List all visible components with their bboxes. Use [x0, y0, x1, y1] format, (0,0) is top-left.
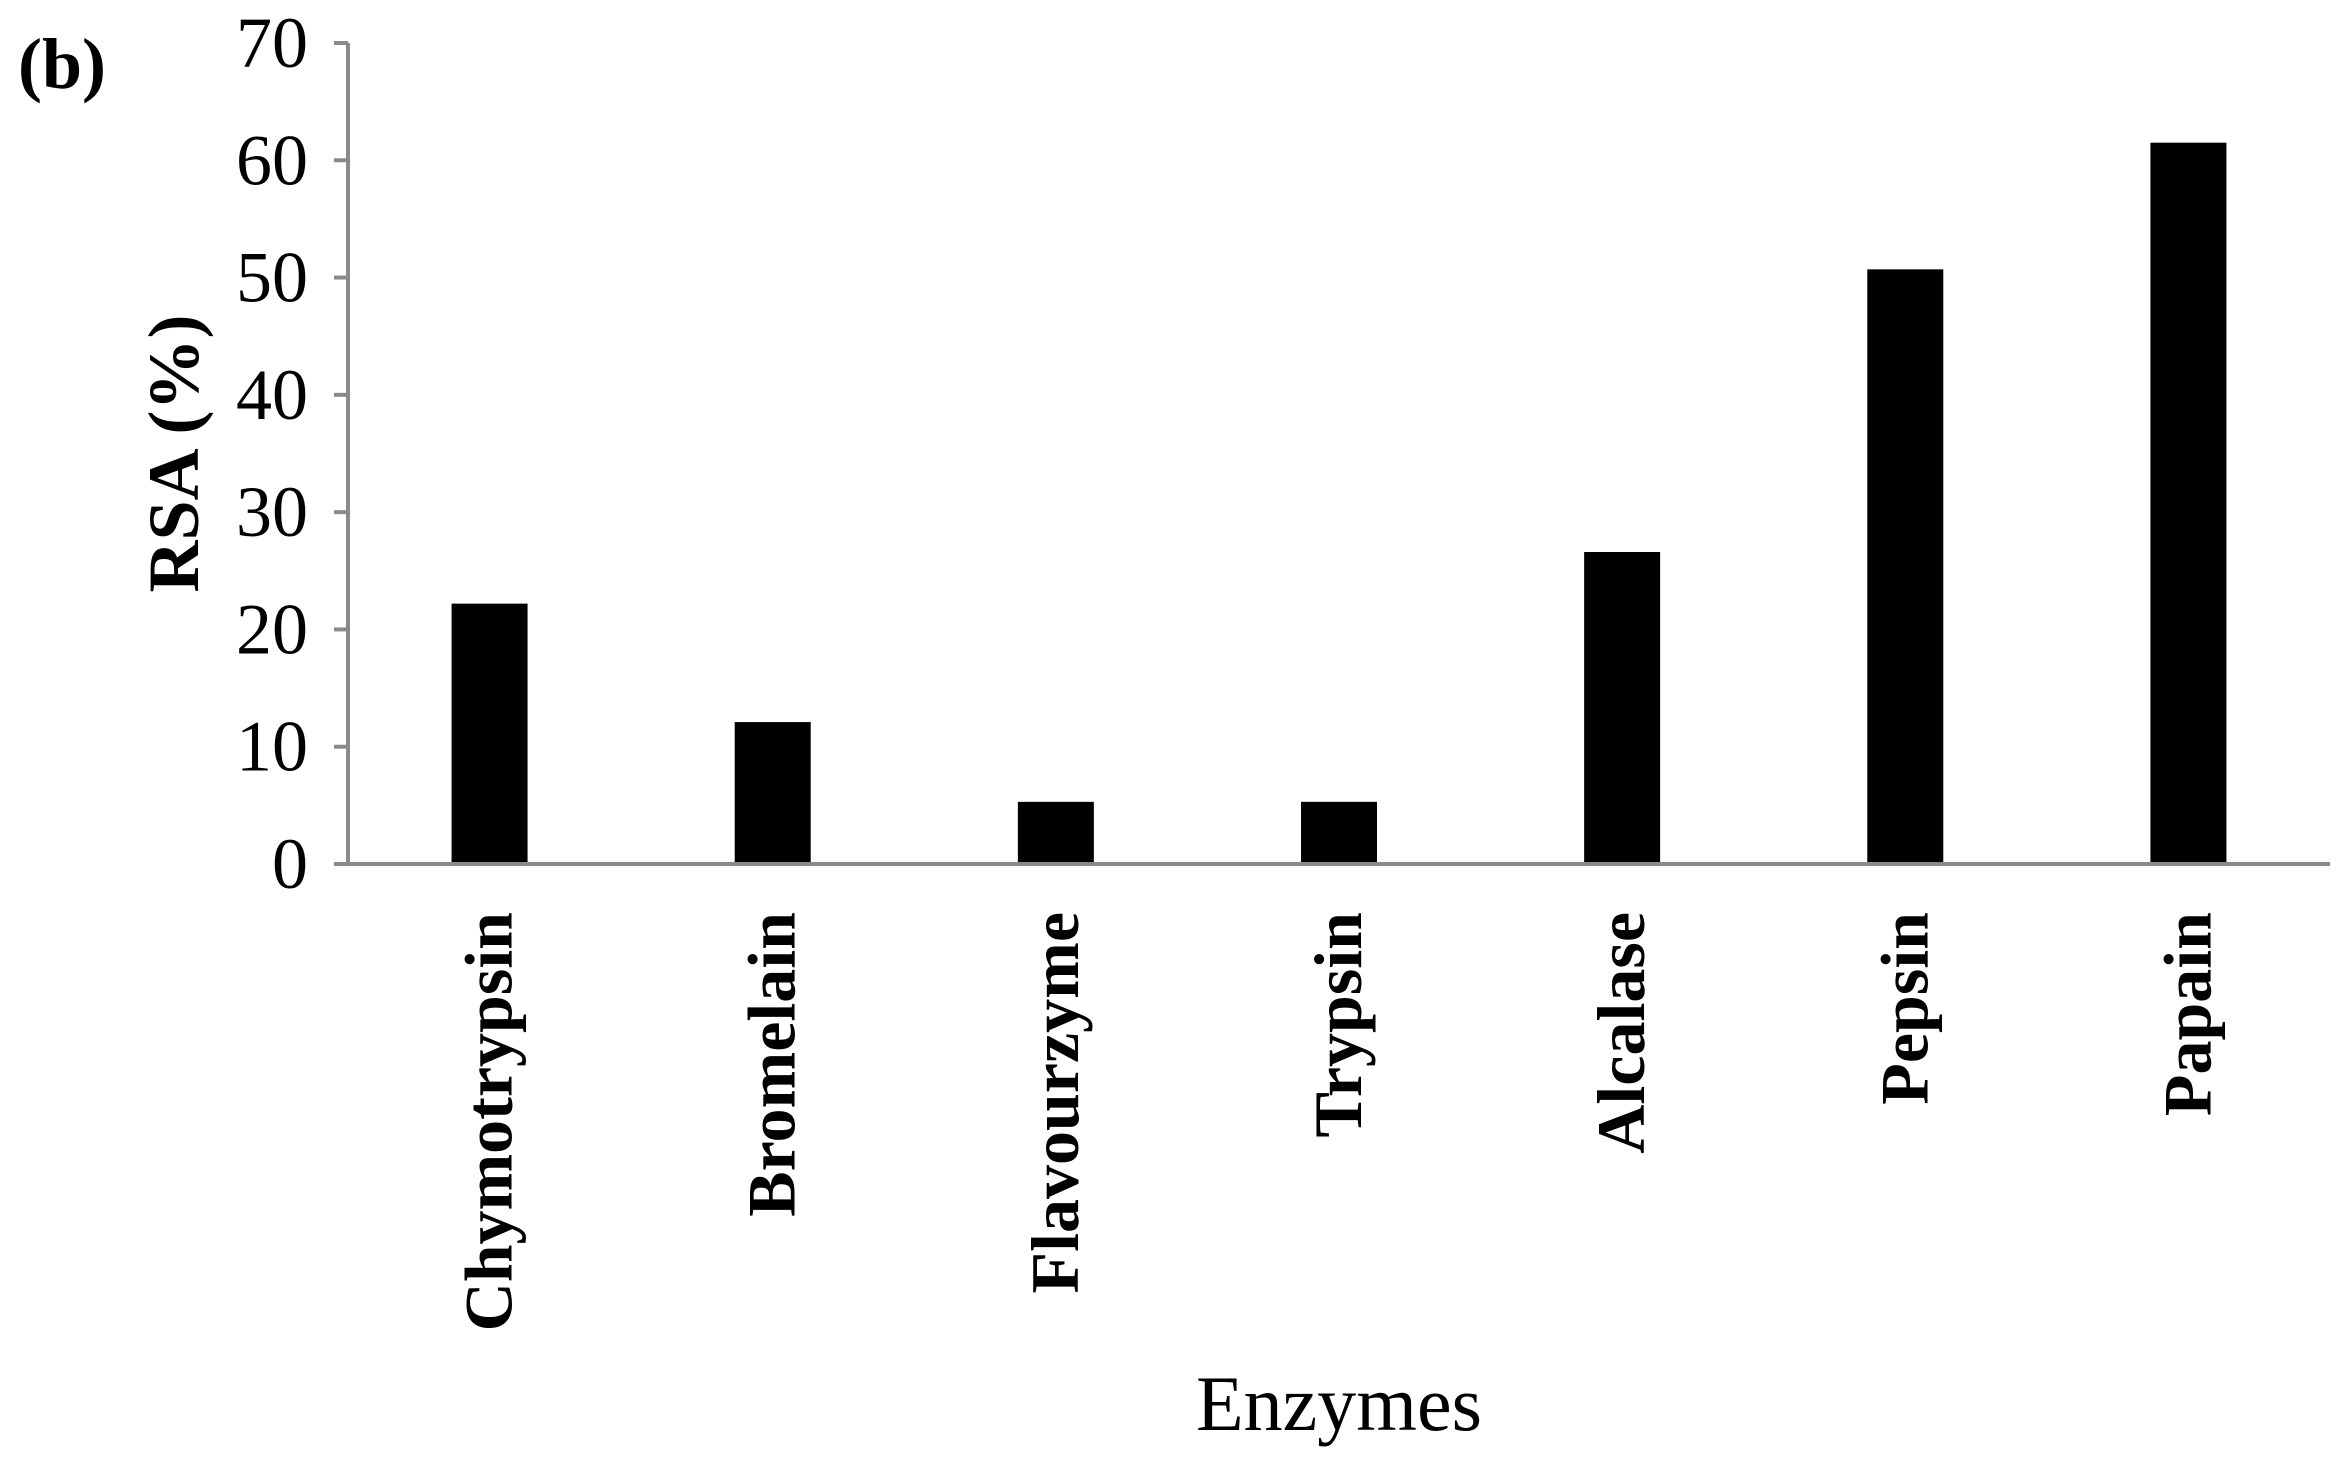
y-axis-title: RSA (%) — [134, 314, 214, 592]
y-tick-label: 40 — [236, 355, 308, 435]
y-tick-label: 30 — [236, 472, 308, 552]
bar-papain — [2150, 142, 2227, 864]
y-tick-label: 0 — [272, 824, 308, 904]
bar-chymotrypsin — [451, 603, 528, 864]
panel-label: (b) — [18, 24, 106, 104]
x-category-label: Pepsin — [1866, 912, 1942, 1105]
x-category-label: Alcalase — [1583, 912, 1659, 1154]
x-axis-category-labels: Chymotrypsin Bromelain Flavourzyme Trypsin A… — [451, 912, 2226, 1331]
bar-bromelain — [734, 722, 811, 864]
x-category-label: Trypsin — [1300, 912, 1376, 1137]
bar-trypsin — [1301, 801, 1377, 864]
bar-alcalase — [1584, 552, 1661, 864]
x-axis-title: Enzymes — [1196, 1360, 1482, 1447]
y-tick-label: 20 — [236, 589, 308, 669]
x-category-label: Chymotrypsin — [451, 912, 527, 1331]
x-category-label: Papain — [2149, 912, 2225, 1116]
x-category-label: Bromelain — [734, 912, 810, 1217]
y-tick-label: 50 — [236, 238, 308, 318]
bar-pepsin — [1867, 269, 1944, 864]
y-axis-ticks: 0 10 20 30 40 50 60 70 — [236, 3, 348, 904]
y-tick-label: 60 — [236, 120, 308, 200]
y-tick-label: 70 — [236, 3, 308, 83]
x-category-label: Flavourzyme — [1017, 912, 1093, 1293]
bar-flavourzyme — [1017, 801, 1094, 864]
y-tick-label: 10 — [236, 707, 308, 787]
bars — [451, 142, 2227, 864]
